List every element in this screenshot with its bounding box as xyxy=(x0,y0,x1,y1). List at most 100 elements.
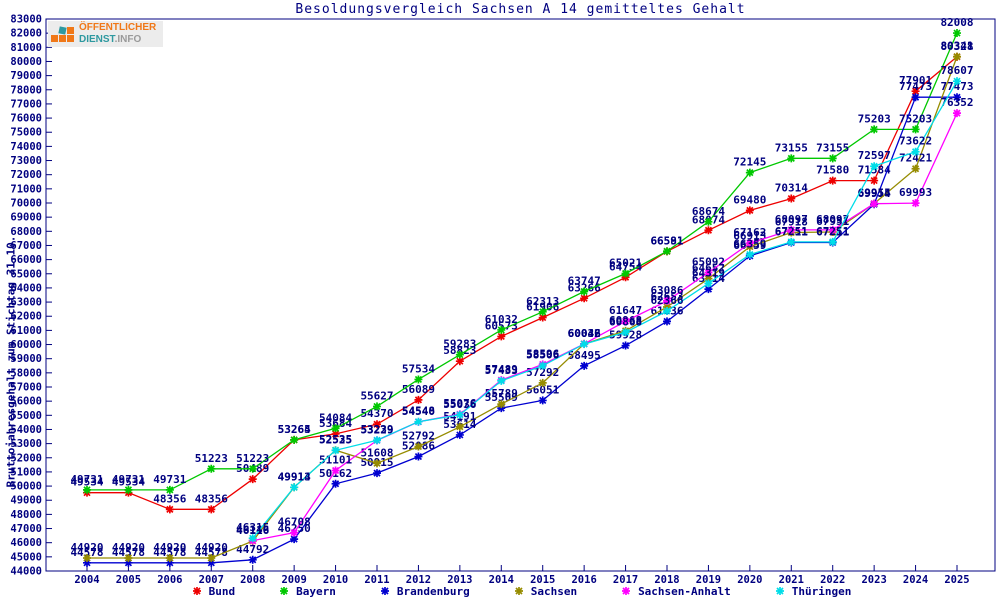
data-point-bund xyxy=(745,206,754,215)
data-point-label: 54548 xyxy=(402,405,435,418)
data-point-thueringen xyxy=(870,162,879,171)
legend-label: Brandenburg xyxy=(396,584,470,598)
data-point-label: 44920 xyxy=(153,541,186,554)
data-point-label: 68097 xyxy=(816,213,849,226)
y-tick-label: 63000 xyxy=(10,297,42,309)
data-point-label: 71580 xyxy=(816,164,849,177)
y-tick-label: 66000 xyxy=(10,254,42,266)
plot-border xyxy=(45,18,996,572)
data-point-label: 73155 xyxy=(816,141,849,154)
data-point-bayern xyxy=(455,350,464,359)
data-point-brandenburg xyxy=(953,93,961,102)
x-tick-label: 2016 xyxy=(571,574,596,586)
data-point-bund xyxy=(455,357,464,366)
data-point-bayern xyxy=(290,435,299,444)
x-tick-label: 2023 xyxy=(861,574,886,586)
data-point-label: 59283 xyxy=(443,338,476,351)
legend-marker-thueringen xyxy=(775,587,784,595)
data-point-bund xyxy=(331,429,340,438)
data-point-brandenburg xyxy=(580,361,589,370)
data-point-thueringen xyxy=(414,417,423,426)
data-point-label: 73622 xyxy=(899,135,932,148)
y-tick-label: 68000 xyxy=(10,226,42,238)
data-point-sachsen xyxy=(704,274,713,283)
data-point-sachsen-anhalt xyxy=(870,199,879,208)
legend-label: Sachsen xyxy=(530,584,578,598)
data-point-label: 75203 xyxy=(899,112,932,125)
data-point-label: 67251 xyxy=(775,225,808,238)
data-point-bayern xyxy=(870,125,879,134)
data-point-bund xyxy=(580,294,589,303)
x-tick-label: 2004 xyxy=(74,574,99,586)
y-tick-label: 69000 xyxy=(10,212,42,224)
data-point-label: 44578 xyxy=(195,546,228,559)
data-point-label: 69954 xyxy=(858,187,891,200)
y-tick-label: 81000 xyxy=(10,42,42,54)
x-tick-label: 2018 xyxy=(654,574,679,586)
data-point-thueringen xyxy=(621,328,630,337)
data-point-thueringen xyxy=(248,534,257,543)
data-point-label: 69480 xyxy=(733,193,766,206)
data-point-sachsen xyxy=(455,422,464,431)
data-point-label: 44792 xyxy=(236,543,269,556)
y-tick-label: 61000 xyxy=(10,325,42,337)
data-point-brandenburg xyxy=(704,285,713,294)
y-tick-label: 45000 xyxy=(10,551,42,563)
data-point-label: 55509 xyxy=(485,391,518,404)
site-logo[interactable]: ÖFFENTLICHER DIENST.INFO xyxy=(48,21,164,47)
data-point-bayern xyxy=(124,485,133,494)
data-point-label: 51223 xyxy=(236,452,269,465)
data-point-bayern xyxy=(580,287,589,296)
data-point-label: 61032 xyxy=(485,313,518,326)
data-point-sachsen xyxy=(911,164,920,173)
series-markers-thueringen xyxy=(248,77,961,543)
x-tick-label: 2012 xyxy=(406,574,431,586)
legend-marker-sachsen-anhalt xyxy=(622,587,631,595)
data-point-label: 49534 xyxy=(70,476,103,489)
data-point-label: 49731 xyxy=(112,473,145,486)
data-point-sachsen-anhalt xyxy=(331,466,340,475)
legend-item-sachsen: Sachsen xyxy=(512,585,577,598)
data-point-sachsen xyxy=(373,459,381,468)
data-point-label: 80341 xyxy=(940,40,973,53)
logo-text-line2: DIENST xyxy=(79,34,115,45)
x-tick-label: 2017 xyxy=(613,574,638,586)
x-tick-label: 2022 xyxy=(820,574,845,586)
data-point-bayern xyxy=(414,375,423,384)
data-point-sachsen-anhalt xyxy=(745,239,754,248)
data-point-label: 75203 xyxy=(858,112,891,125)
y-tick-label: 70000 xyxy=(10,198,42,210)
data-point-label: 63086 xyxy=(650,284,683,297)
data-point-label: 61906 xyxy=(526,301,559,314)
y-tick-label: 60000 xyxy=(10,339,42,351)
data-point-label: 46315 xyxy=(236,521,269,534)
y-tick-label: 51000 xyxy=(10,466,42,478)
y-tick-label: 74000 xyxy=(10,141,42,153)
legend: Bund Bayern Brandenburg Sachsen Sachsen-Anha… xyxy=(46,583,995,599)
data-point-label: 61647 xyxy=(609,304,642,317)
data-point-bayern xyxy=(621,269,630,278)
logo-text-suffix: .INFO xyxy=(114,34,142,45)
data-point-thueringen xyxy=(953,77,961,86)
data-point-brandenburg xyxy=(911,93,920,102)
data-point-label: 58596 xyxy=(526,347,559,360)
data-point-label: 67918 xyxy=(775,215,808,228)
legend-item-bund: Bund xyxy=(190,585,235,598)
data-point-thueringen xyxy=(745,250,754,259)
data-point-brandenburg xyxy=(414,452,423,461)
data-point-brandenburg xyxy=(455,430,464,439)
data-point-brandenburg xyxy=(83,558,91,567)
data-point-thueringen xyxy=(580,340,589,349)
x-tick-label: 2005 xyxy=(116,574,141,586)
x-tick-label: 2010 xyxy=(323,574,348,586)
data-point-sachsen-anhalt xyxy=(290,528,299,537)
y-tick-label: 59000 xyxy=(10,353,42,365)
data-point-label: 44578 xyxy=(153,546,186,559)
data-point-label: 48356 xyxy=(195,492,228,505)
series-line-sachsen-anhalt xyxy=(252,112,958,542)
series-line-bayern xyxy=(87,32,958,491)
data-point-bayern xyxy=(911,125,920,134)
data-point-sachsen xyxy=(165,553,174,562)
data-point-label: 77473 xyxy=(899,80,932,93)
